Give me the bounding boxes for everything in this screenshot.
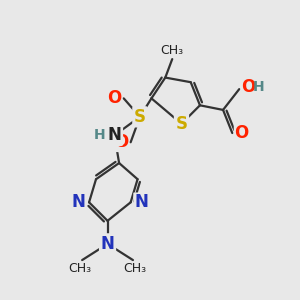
Text: S: S [176,115,188,133]
Text: N: N [134,193,148,211]
Text: S: S [134,108,146,126]
Text: O: O [114,133,128,151]
Text: N: N [72,193,86,211]
Text: O: O [235,124,249,142]
Text: O: O [242,78,256,96]
Text: H: H [253,80,265,94]
Text: O: O [107,89,122,107]
Text: N: N [100,235,115,253]
Text: H: H [94,128,105,142]
Text: CH₃: CH₃ [124,262,147,275]
Text: CH₃: CH₃ [161,44,184,57]
Text: N: N [107,126,122,144]
Text: CH₃: CH₃ [68,262,92,275]
